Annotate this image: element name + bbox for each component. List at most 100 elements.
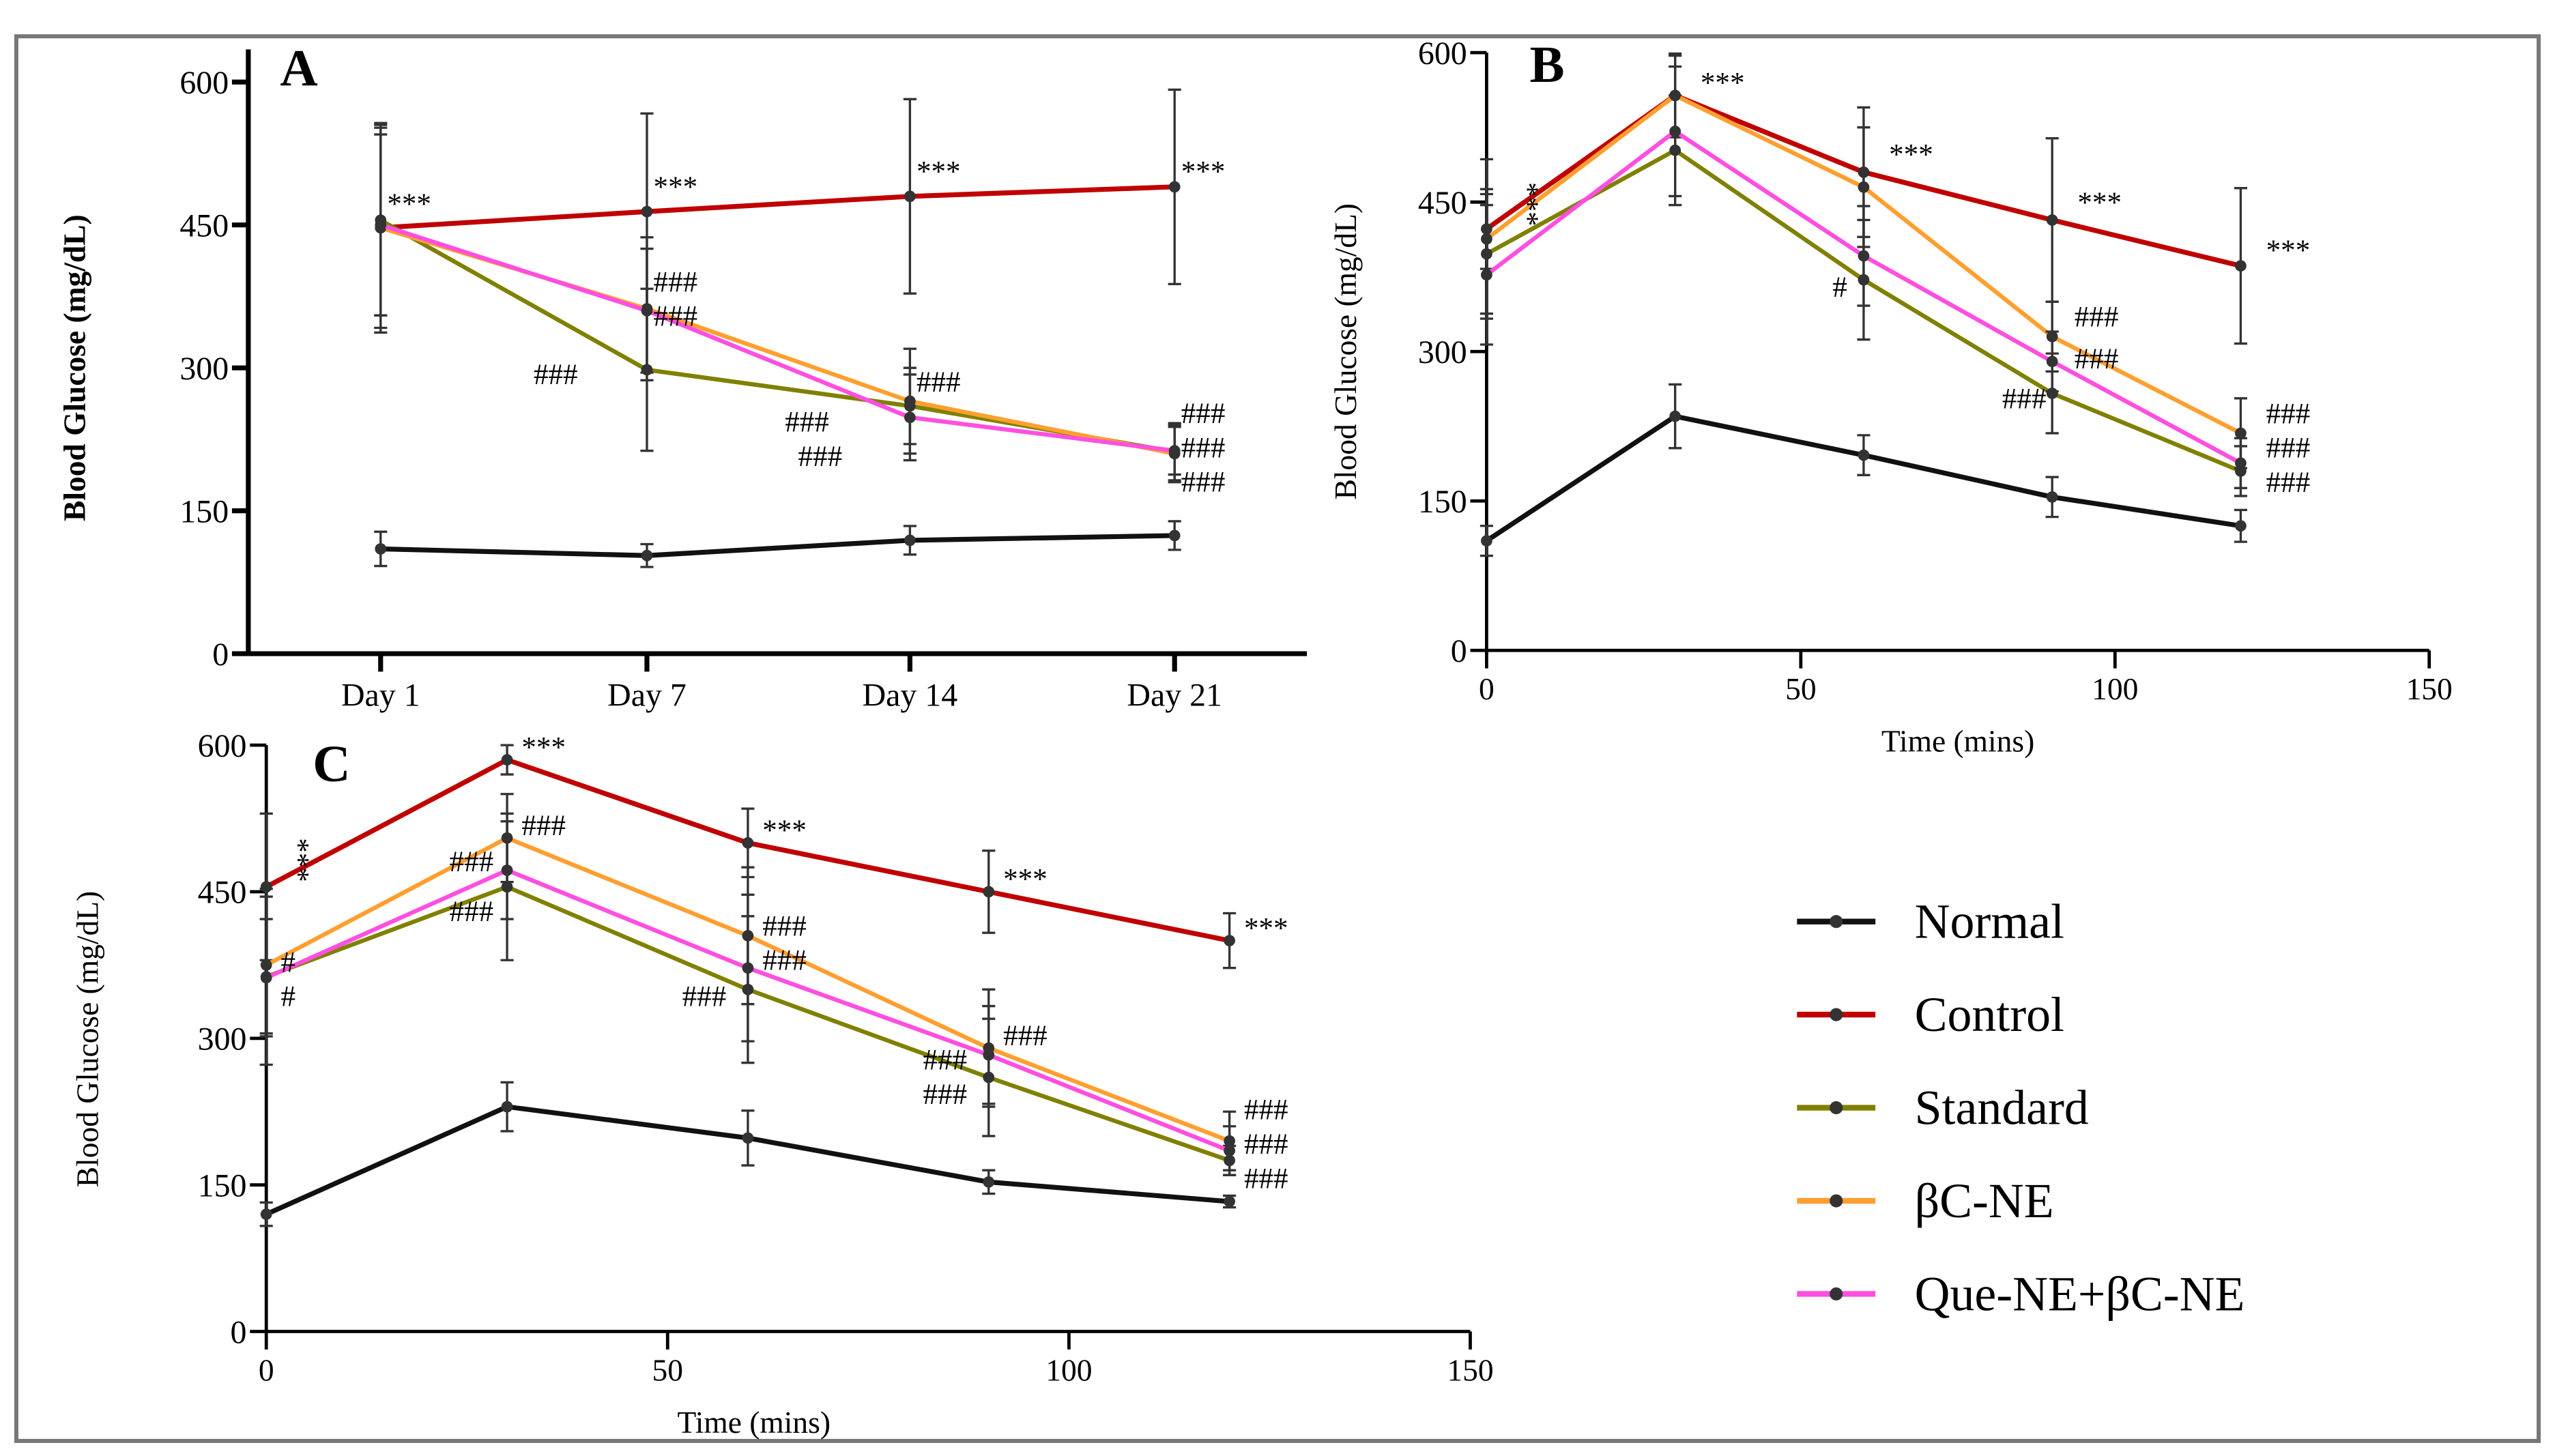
y-tick-label: 600	[1418, 35, 1467, 72]
legend-label: Que-NE+βC-NE	[1915, 1266, 2245, 1321]
series-line	[379, 222, 1175, 453]
legend-label: βC-NE	[1915, 1174, 2054, 1228]
significance-label: ***	[2266, 235, 2311, 267]
data-point	[983, 1176, 995, 1188]
significance-label: ###	[1244, 1129, 1288, 1161]
series-normal	[374, 520, 1181, 568]
y-tick-label: 300	[179, 351, 229, 387]
data-point	[1481, 269, 1492, 281]
y-tick-label: 150	[1418, 484, 1467, 520]
significance-label: ###	[762, 945, 807, 977]
series-normal	[1479, 383, 2247, 557]
series-line	[379, 218, 1175, 454]
significance-label: ###	[2266, 398, 2311, 430]
panel-letter: A	[280, 39, 317, 97]
data-point	[1669, 126, 1681, 137]
data-point	[904, 411, 916, 424]
series-que-ne-c-ne	[1479, 65, 2247, 489]
data-point	[1858, 250, 1870, 262]
significance-label: ###	[923, 1045, 967, 1077]
series-que-ne-c-ne	[259, 820, 1237, 1177]
panel-C: 0 150 300 450 600 0 50 100 150 Blood Glucose (mg/…	[70, 728, 1494, 1440]
significance-label: ###	[1181, 432, 1226, 464]
significance-label: ###	[682, 981, 727, 1013]
data-point	[2235, 260, 2247, 272]
significance-label: ###	[654, 266, 698, 298]
significance-label: ***	[654, 171, 698, 203]
series--c-ne	[374, 126, 1181, 484]
significance-label: ###	[521, 810, 566, 842]
legend: Normal Control Standard βC-NE Que-NE+βC-NE	[1797, 894, 2245, 1321]
significance-label: ###	[2075, 302, 2119, 334]
x-tick-label: Day 1	[341, 678, 420, 714]
significance-label: ###	[916, 366, 961, 398]
y-tick-label: 150	[198, 1167, 247, 1204]
y-tick-label: 450	[179, 207, 229, 244]
y-tick-label: 0	[231, 1314, 247, 1350]
legend-label: Standard	[1915, 1081, 2089, 1135]
significance-label: ###	[923, 1079, 967, 1111]
significance-label: ###	[1244, 1163, 1288, 1195]
significance-label: ###	[2266, 467, 2311, 499]
significance-label: ***	[1512, 182, 1544, 227]
significance-label: ###	[762, 910, 807, 942]
significance-label: ###	[450, 846, 494, 878]
data-point	[2235, 457, 2247, 469]
significance-label: ***	[387, 188, 431, 220]
legend-marker	[1830, 1101, 1843, 1115]
panel-A: 0 150 300 450 600 Day 1 Day 7 Day 14 Day 21 Blood…	[57, 39, 1308, 714]
x-axis-title: Time (mins)	[678, 1405, 831, 1440]
significance-label: #	[281, 981, 296, 1013]
data-point	[1168, 445, 1181, 457]
x-tick-label: 50	[1785, 671, 1816, 706]
series-que-ne-c-ne	[374, 133, 1181, 476]
x-tick-label: 0	[1479, 671, 1495, 706]
significance-label: ###	[1181, 467, 1226, 499]
data-point	[1224, 1195, 1235, 1208]
data-point	[742, 1132, 754, 1144]
data-point	[375, 543, 387, 555]
data-point	[1224, 935, 1235, 946]
significance-label: #	[1832, 272, 1847, 304]
data-point	[1481, 535, 1492, 547]
legend-marker	[1830, 1287, 1843, 1301]
significance-label: ###	[2002, 383, 2047, 415]
data-point	[2046, 355, 2058, 368]
significance-label: ###	[534, 359, 578, 391]
series-standard	[374, 123, 1181, 482]
x-tick-label: Day 7	[607, 678, 687, 714]
y-tick-label: 450	[1418, 185, 1467, 221]
panel-B: 0 150 300 450 600 0 50 100 150 Blood Glucose (mg/…	[1328, 35, 2453, 759]
data-point	[2046, 491, 2058, 503]
data-point	[375, 219, 387, 231]
data-point	[2235, 520, 2247, 532]
data-point	[641, 304, 653, 317]
legend-marker	[1830, 1194, 1843, 1208]
data-point	[1168, 529, 1181, 542]
data-point	[2046, 214, 2058, 226]
significance-label: ###	[1181, 398, 1226, 430]
significance-label: ***	[282, 838, 314, 882]
significance-label: ###	[1003, 1020, 1048, 1052]
significance-label: ***	[1701, 68, 1745, 100]
data-point	[260, 972, 272, 984]
data-point	[1858, 449, 1870, 461]
x-axis-title: Time (mins)	[1881, 724, 2034, 759]
data-point	[2235, 427, 2247, 439]
significance-label: ###	[2266, 433, 2311, 465]
y-tick-label: 300	[198, 1021, 247, 1058]
significance-label: ***	[1889, 139, 1933, 171]
significance-label: ###	[798, 441, 843, 473]
significance-label: ***	[1181, 156, 1226, 188]
significance-label: ***	[916, 156, 961, 188]
y-tick-label: 0	[212, 637, 229, 673]
data-point	[641, 205, 653, 218]
panel-letter: C	[313, 735, 350, 793]
x-tick-label: 100	[2092, 671, 2138, 706]
significance-label: ###	[654, 301, 698, 333]
data-point	[260, 1208, 272, 1221]
y-axis-title: Blood Glucose (mg/dL)	[57, 214, 91, 521]
y-tick-label: 0	[1451, 633, 1467, 669]
